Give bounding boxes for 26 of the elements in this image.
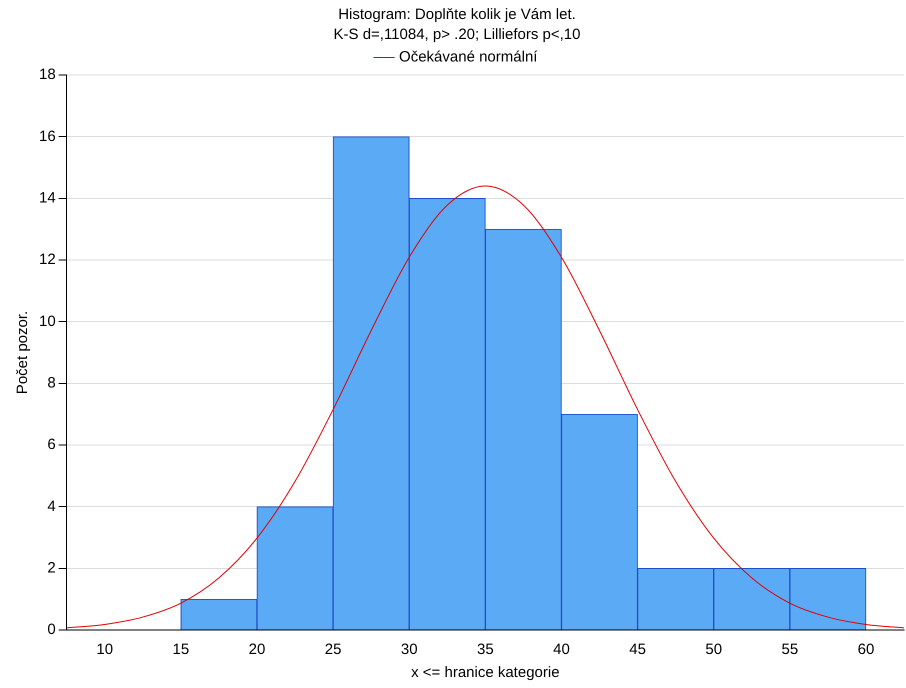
y-tick-label: 14 — [38, 189, 56, 206]
x-tick-label: 35 — [477, 641, 494, 658]
y-tick-label: 4 — [47, 498, 56, 515]
y-tick-label: 16 — [38, 128, 56, 145]
chart-subtitle: K-S d=,11084, p> .20; Lilliefors p<,10 — [334, 26, 580, 44]
x-axis-title: x <= hranice kategorie — [411, 664, 560, 682]
x-tick-label: 45 — [629, 641, 646, 658]
y-tick-label: 6 — [47, 436, 56, 454]
y-tick-label: 18 — [38, 66, 56, 84]
chart-title: Histogram: Doplňte kolik je Vám let. — [338, 6, 576, 24]
x-tick-label: 50 — [705, 641, 722, 658]
y-tick-label: 8 — [47, 374, 56, 392]
legend-label: Očekávané normální — [399, 48, 538, 66]
x-tick-label: 15 — [172, 641, 190, 658]
y-axis-title: Počet pozor. — [14, 310, 32, 394]
x-tick-label: 10 — [96, 641, 114, 658]
x-tick-label: 20 — [248, 641, 266, 658]
x-tick-label: 55 — [781, 641, 798, 658]
y-tick-label: 2 — [47, 559, 56, 576]
y-tick-label: 10 — [38, 312, 56, 330]
x-tick-label: 40 — [553, 641, 570, 658]
x-tick-label: 25 — [324, 641, 342, 658]
y-tick-label: 12 — [38, 251, 56, 268]
x-tick-label: 60 — [858, 641, 874, 658]
y-tick-label: 0 — [47, 621, 56, 638]
x-tick-label: 30 — [400, 641, 418, 658]
